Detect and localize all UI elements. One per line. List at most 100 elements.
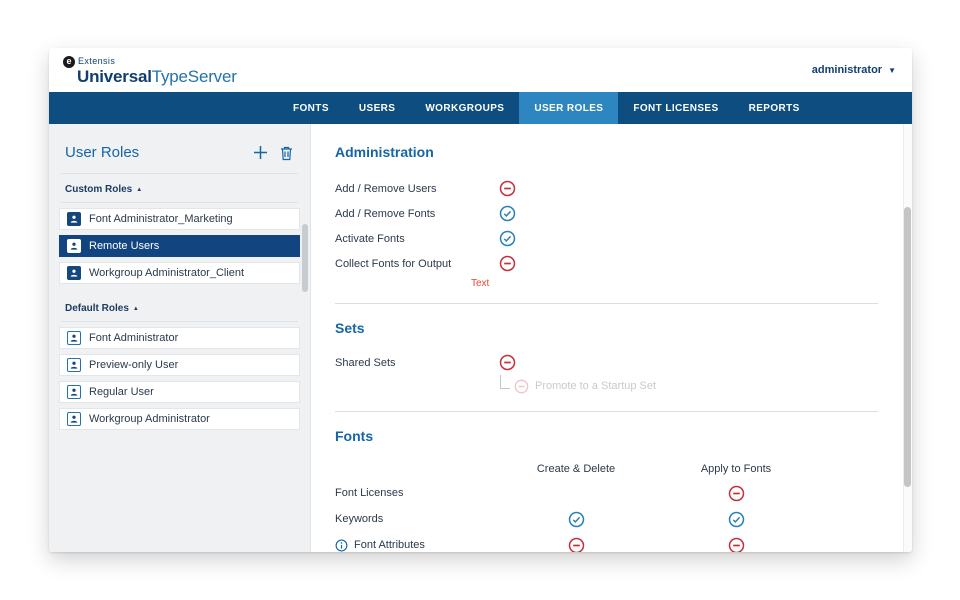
group-default-roles[interactable]: Default Roles ▲ — [49, 293, 310, 321]
role-item[interactable]: Font Administrator — [59, 327, 300, 349]
permission-label: Keywords — [335, 513, 384, 525]
user-role-icon — [67, 266, 81, 280]
check-circle-icon — [499, 205, 515, 222]
permission-label: Add / Remove Users — [335, 182, 437, 195]
section-title-administration: Administration — [335, 144, 434, 160]
permission-toggle[interactable] — [568, 511, 585, 528]
column-header-apply-to-fonts: Apply to Fonts — [700, 463, 772, 475]
permission-row: Font Attributes — [335, 532, 878, 552]
tab-workgroups[interactable]: WORKGROUPS — [425, 102, 505, 114]
permission-row: Font Licenses — [335, 480, 878, 506]
permission-row: Shared Sets — [335, 350, 878, 375]
brand-logo: e Extensis UniversalTypeServer — [63, 55, 237, 85]
role-permissions-panel: Administration Add / Remove Users Add / … — [311, 124, 912, 552]
permission-row: Add / Remove Users — [335, 176, 878, 201]
permission-label: Activate Fonts — [335, 232, 405, 245]
sidebar-title: User Roles — [65, 144, 140, 161]
fonts-column-headers: Create & Delete Apply to Fonts — [335, 458, 878, 480]
note-label: Text — [471, 278, 490, 289]
minus-circle-icon — [728, 537, 744, 552]
check-circle-icon — [499, 230, 515, 247]
tab-reports[interactable]: REPORTS — [748, 102, 800, 114]
permission-toggle[interactable] — [728, 537, 745, 552]
user-role-icon — [67, 331, 81, 345]
app-window: e Extensis UniversalTypeServer administr… — [49, 48, 912, 552]
permission-row: Add / Remove Fonts — [335, 201, 878, 226]
sub-permission-label: Promote to a Startup Set — [535, 380, 657, 392]
section-divider — [335, 303, 878, 304]
permission-row: Keywords — [335, 506, 878, 532]
role-item-label: Workgroup Administrator — [89, 413, 210, 425]
tab-users[interactable]: USERS — [358, 102, 396, 114]
permission-toggle[interactable] — [499, 205, 516, 222]
role-item-label: Regular User — [89, 386, 154, 398]
wordmark-bold: Universal — [77, 66, 152, 86]
tab-fonts[interactable]: FONTS — [293, 102, 329, 114]
section-title-sets: Sets — [335, 320, 365, 336]
minus-circle-icon — [514, 379, 529, 393]
sub-permission-row: Promote to a Startup Set — [500, 375, 878, 397]
user-role-icon — [67, 212, 81, 226]
add-role-button[interactable] — [252, 144, 269, 161]
group-custom-roles[interactable]: Custom Roles ▲ — [49, 174, 310, 202]
role-item[interactable]: Preview-only User — [59, 354, 300, 376]
product-wordmark: UniversalTypeServer — [77, 68, 237, 85]
permission-label: Shared Sets — [335, 356, 396, 369]
section-divider — [335, 411, 878, 412]
custom-roles-list: Font Administrator_Marketing Remote User… — [49, 203, 310, 293]
user-menu-label: administrator — [811, 64, 883, 76]
info-icon[interactable] — [335, 539, 348, 552]
permission-toggle[interactable] — [499, 180, 516, 197]
check-circle-icon — [568, 511, 584, 527]
minus-circle-icon — [499, 180, 515, 197]
chevron-down-icon: ▼ — [888, 65, 896, 75]
extensis-logo-icon: e — [63, 55, 75, 68]
minus-circle-icon — [499, 255, 515, 272]
user-role-icon — [67, 412, 81, 426]
permission-toggle[interactable] — [499, 230, 516, 247]
column-header-create-delete: Create & Delete — [536, 463, 616, 475]
role-item[interactable]: Workgroup Administrator — [59, 408, 300, 430]
user-role-icon — [67, 358, 81, 372]
user-role-icon — [67, 239, 81, 253]
default-roles-list: Font Administrator Preview-only User Reg… — [49, 322, 310, 439]
role-item-label: Font Administrator_Marketing — [89, 213, 233, 225]
permission-toggle[interactable] — [499, 255, 516, 272]
role-item[interactable]: Regular User — [59, 381, 300, 403]
role-item-label: Workgroup Administrator_Client — [89, 267, 245, 279]
section-title-fonts: Fonts — [335, 428, 374, 444]
divider — [61, 202, 298, 203]
role-item-label: Preview-only User — [89, 359, 179, 371]
permission-toggle[interactable] — [568, 537, 585, 552]
minus-circle-icon — [568, 537, 584, 552]
delete-role-button[interactable] — [279, 145, 294, 161]
user-role-icon — [67, 385, 81, 399]
user-menu[interactable]: administrator ▼ — [812, 64, 896, 76]
role-item[interactable]: Workgroup Administrator_Client — [59, 262, 300, 284]
minus-circle-icon — [728, 485, 744, 501]
role-item[interactable]: Font Administrator_Marketing — [59, 208, 300, 230]
permission-label: Font Licenses — [335, 487, 404, 499]
role-item-label: Font Administrator — [89, 332, 179, 344]
permission-label: Collect Fonts for Output — [335, 257, 452, 270]
brand-name: Extensis — [78, 56, 116, 66]
chevron-up-icon: ▲ — [132, 305, 139, 312]
app-header: e Extensis UniversalTypeServer administr… — [49, 48, 912, 92]
group-label: Custom Roles — [65, 184, 133, 195]
permission-toggle[interactable] — [728, 511, 745, 528]
tree-connector — [500, 375, 510, 389]
main-scrollbar-thumb[interactable] — [904, 207, 911, 487]
divider — [61, 173, 298, 174]
permission-toggle[interactable] — [728, 485, 745, 502]
permission-toggle[interactable] — [499, 354, 516, 371]
permission-label: Font Attributes — [354, 539, 425, 551]
minus-circle-icon — [499, 354, 515, 371]
main-scrollbar-track[interactable] — [903, 124, 912, 552]
tab-font-licenses[interactable]: FONT LICENSES — [633, 102, 719, 114]
role-item-selected[interactable]: Remote Users — [59, 235, 300, 257]
divider — [61, 321, 298, 322]
permission-label: Add / Remove Fonts — [335, 207, 436, 220]
tab-user-roles[interactable]: USER ROLES — [519, 92, 619, 124]
permission-label-with-info: Font Attributes — [335, 539, 526, 552]
sidebar-scrollbar[interactable] — [302, 224, 308, 292]
